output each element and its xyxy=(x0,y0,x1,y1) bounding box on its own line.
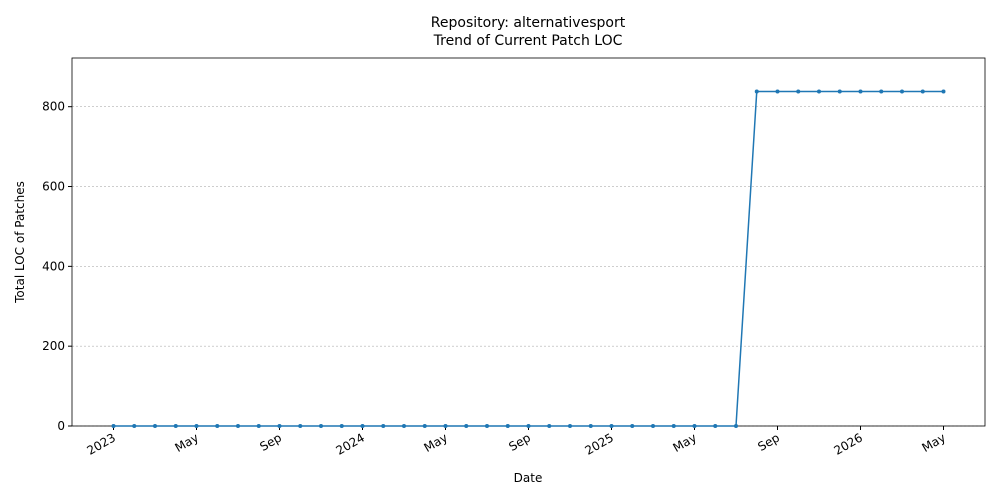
y-axis-label: Total LOC of Patches xyxy=(13,181,27,304)
y-tick-label: 600 xyxy=(42,180,65,194)
data-point xyxy=(734,424,738,428)
data-point xyxy=(526,424,531,428)
data-point xyxy=(277,424,282,428)
data-point xyxy=(256,424,261,428)
x-tick-label: Sep xyxy=(257,430,284,453)
x-tick-label: May xyxy=(671,430,699,455)
y-tick-label: 800 xyxy=(42,100,65,114)
data-point xyxy=(900,89,904,94)
x-tick-label: May xyxy=(173,430,201,455)
data-point xyxy=(173,424,178,428)
x-tick-label: May xyxy=(920,430,948,455)
data-point xyxy=(817,89,821,94)
data-point xyxy=(858,89,863,94)
data-point xyxy=(132,424,137,428)
plot-frame xyxy=(71,57,986,427)
x-tick-label: Sep xyxy=(755,430,782,453)
data-point xyxy=(236,424,240,428)
data-point xyxy=(671,424,676,428)
data-point xyxy=(485,424,489,428)
data-point xyxy=(692,424,697,428)
data-point xyxy=(713,424,718,428)
data-point xyxy=(568,424,572,428)
data-line xyxy=(113,90,944,427)
data-point xyxy=(215,424,220,428)
data-point xyxy=(319,424,323,428)
data-point xyxy=(298,424,303,428)
data-point xyxy=(111,424,116,428)
chart-subtitle: Trend of Current Patch LOC xyxy=(433,33,623,49)
x-tick-label: 2024 xyxy=(334,430,367,457)
data-point xyxy=(194,424,199,428)
data-point xyxy=(153,424,157,428)
data-point xyxy=(505,424,510,428)
data-point xyxy=(547,424,552,428)
data-point xyxy=(651,424,655,428)
data-point xyxy=(360,424,365,428)
x-tick-label: Sep xyxy=(506,430,533,453)
data-point xyxy=(443,424,448,428)
data-point xyxy=(339,424,344,428)
y-tick-label: 200 xyxy=(42,339,65,353)
x-axis-label: Date xyxy=(514,471,543,485)
x-tick-label: 2023 xyxy=(85,430,118,457)
data-point xyxy=(754,89,759,94)
data-point xyxy=(464,424,469,428)
data-point xyxy=(879,89,884,94)
data-point xyxy=(381,424,386,428)
data-point xyxy=(941,89,946,94)
y-tick-label: 0 xyxy=(57,419,65,433)
y-tick-label: 400 xyxy=(42,259,65,273)
data-point xyxy=(402,424,406,428)
data-point xyxy=(837,89,842,94)
chart-title: Repository: alternativesport xyxy=(431,15,626,31)
data-point xyxy=(920,89,925,94)
x-tick-label: 2025 xyxy=(583,430,616,457)
x-tick-label: May xyxy=(422,430,450,455)
data-point xyxy=(588,424,593,428)
data-point xyxy=(422,424,427,428)
data-point xyxy=(796,89,801,94)
x-tick-label: 2026 xyxy=(832,430,865,457)
data-point xyxy=(630,424,635,428)
data-point xyxy=(609,424,614,428)
data-point xyxy=(775,89,780,94)
